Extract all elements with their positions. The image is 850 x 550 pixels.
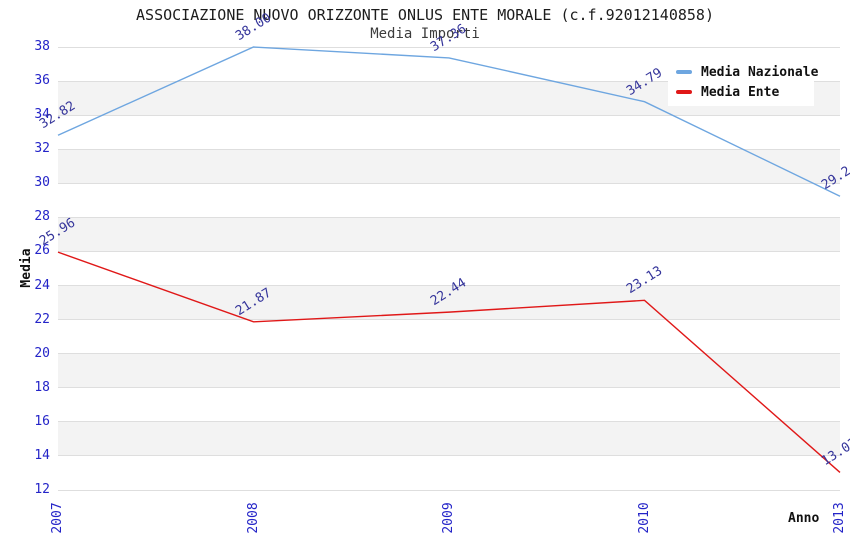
x-axis-label: Anno [788, 511, 820, 526]
y-tick-label: 14 [34, 447, 50, 463]
y-tick-label: 16 [34, 413, 50, 429]
line-swatch-icon [676, 90, 692, 94]
gridline [58, 319, 840, 321]
plot-band [58, 115, 840, 150]
gridline [58, 80, 840, 82]
gridline [58, 46, 840, 48]
gridline [58, 216, 840, 218]
y-tick-label: 32 [34, 141, 50, 157]
gridline [58, 353, 840, 355]
plot-band [58, 217, 840, 252]
plot-band [58, 455, 840, 490]
plot-band [58, 149, 840, 184]
y-tick-label: 30 [34, 175, 50, 191]
plot-band [58, 319, 840, 354]
gridline [58, 455, 840, 457]
plot-band [58, 353, 840, 388]
legend: Media Nazionale Media Ente [668, 58, 818, 106]
gridline [58, 182, 840, 184]
y-tick-label: 18 [34, 379, 50, 395]
gridline [58, 148, 840, 150]
plot-band [58, 421, 840, 456]
plot-band [58, 285, 840, 320]
y-tick-label: 34 [34, 107, 50, 123]
gridline [58, 285, 840, 287]
y-tick-label: 12 [34, 482, 50, 497]
y-tick-label: 24 [34, 277, 50, 293]
y-tick-label: 22 [34, 311, 50, 327]
legend-label: Media Nazionale [701, 64, 819, 80]
series-line-media-nazionale [57, 46, 841, 197]
gridline [58, 114, 840, 116]
gridline [58, 250, 840, 252]
legend-item-media-nazionale: Media Nazionale [668, 62, 818, 82]
series-line-media-ente [57, 251, 841, 473]
y-tick-label: 38 [34, 39, 50, 54]
gridline [58, 489, 840, 491]
line-swatch-icon [676, 70, 692, 74]
y-tick-label: 36 [34, 73, 50, 89]
plot-band [58, 387, 840, 422]
gridline [58, 387, 840, 389]
gridline [58, 421, 840, 423]
chart-title: ASSOCIAZIONE NUOVO ORIZZONTE ONLUS ENTE … [136, 6, 714, 24]
chart-subtitle: Media Importi [370, 26, 480, 42]
plot-band [58, 183, 840, 218]
y-tick-label: 20 [34, 345, 50, 361]
legend-item-media-ente: Media Ente [668, 82, 814, 102]
legend-label: Media Ente [701, 84, 780, 100]
y-tick-label: 26 [34, 243, 50, 259]
plot-band [58, 251, 840, 286]
y-tick-label: 28 [34, 209, 50, 225]
